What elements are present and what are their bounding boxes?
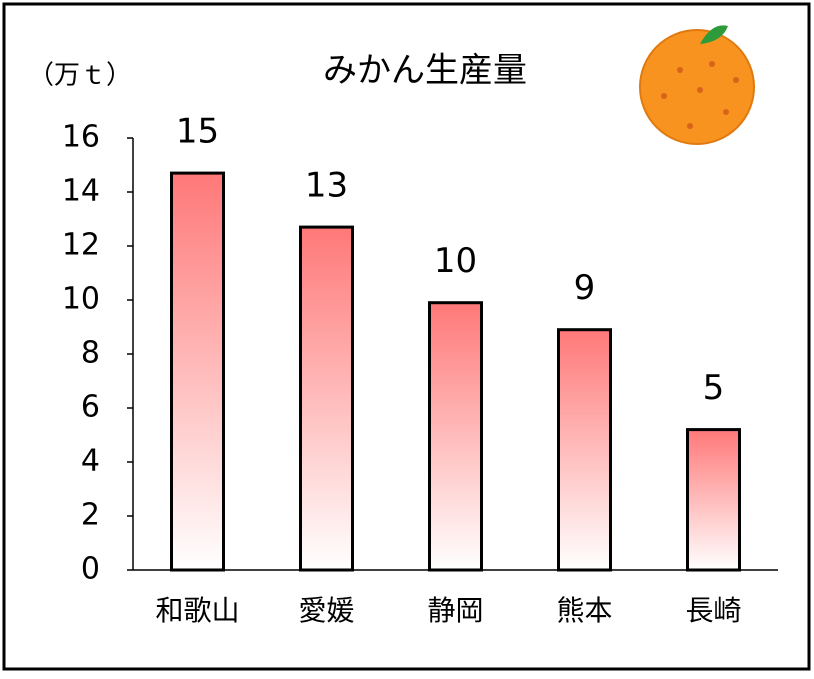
x-tick-label: 和歌山 bbox=[155, 594, 239, 627]
value-label: 10 bbox=[434, 241, 477, 281]
y-tick-label: 16 bbox=[62, 120, 100, 155]
orange-icon bbox=[639, 25, 755, 145]
bar bbox=[557, 328, 612, 572]
y-tick-label: 12 bbox=[62, 228, 100, 263]
y-tick-label: 0 bbox=[81, 552, 100, 587]
value-label: 15 bbox=[176, 112, 219, 152]
chart-title: みかん生産量 bbox=[323, 51, 527, 91]
bar bbox=[428, 301, 483, 572]
x-tick-label: 長崎 bbox=[685, 594, 741, 627]
bar bbox=[299, 225, 354, 572]
y-tick-label: 4 bbox=[81, 444, 100, 479]
y-tick-label: 2 bbox=[81, 498, 100, 533]
y-tick-label: 10 bbox=[62, 282, 100, 317]
bar bbox=[170, 171, 225, 572]
y-axis-label: （万ｔ） bbox=[28, 61, 132, 91]
y-tick-label: 8 bbox=[81, 336, 100, 371]
y-tick-label: 14 bbox=[62, 174, 100, 209]
bar bbox=[686, 428, 741, 572]
x-tick-label: 静岡 bbox=[427, 594, 483, 627]
value-label: 9 bbox=[574, 268, 596, 308]
value-label: 5 bbox=[703, 368, 725, 408]
x-tick-label: 愛媛 bbox=[298, 594, 354, 627]
y-tick-label: 6 bbox=[81, 390, 100, 425]
x-tick-label: 熊本 bbox=[556, 594, 612, 627]
value-label: 13 bbox=[305, 166, 348, 206]
